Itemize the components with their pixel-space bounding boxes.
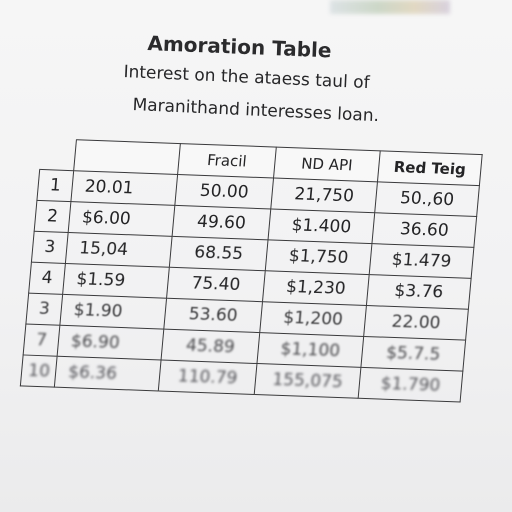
table-cell: 36.60 bbox=[371, 212, 477, 248]
row-number: 3 bbox=[31, 231, 69, 264]
table-cell: $1,200 bbox=[259, 301, 367, 337]
row-number: 4 bbox=[28, 262, 66, 295]
row-number: 10 bbox=[20, 354, 58, 388]
amortization-table: Fracil ND API Red Teig 1 20.01 50.00 21,… bbox=[20, 138, 483, 403]
row-number: 3 bbox=[25, 293, 63, 326]
document-subtitle: Interest on the ataess taul of bbox=[123, 62, 370, 94]
table-cell: 49.60 bbox=[172, 205, 271, 240]
table-cell: 53.60 bbox=[163, 298, 263, 333]
table-cell: $1,100 bbox=[256, 332, 364, 368]
table-cell: $1.400 bbox=[268, 208, 375, 244]
table-cell: $1.59 bbox=[62, 263, 170, 299]
table-cell: 68.55 bbox=[169, 236, 269, 271]
document-description: Maranithand interesses loan. bbox=[132, 95, 380, 127]
header-cell-3: ND API bbox=[273, 147, 381, 182]
table-cell: 20.01 bbox=[70, 170, 178, 206]
header-cell-index bbox=[39, 138, 77, 171]
table-cell: $6.90 bbox=[57, 325, 164, 361]
table-cell: $6.36 bbox=[54, 356, 162, 391]
row-number: 2 bbox=[34, 200, 71, 233]
document-title: Amoration Table bbox=[147, 31, 332, 63]
table-cell: 15,04 bbox=[65, 232, 173, 268]
table-cell: $3.76 bbox=[366, 274, 472, 310]
background-object bbox=[330, 0, 450, 14]
table-cell: $1.479 bbox=[369, 243, 474, 279]
table-cell: 75.40 bbox=[166, 267, 266, 302]
table-cell: $1.790 bbox=[358, 367, 463, 402]
row-number: 1 bbox=[36, 169, 74, 202]
table-cell: $6.00 bbox=[68, 201, 175, 237]
table-cell: 50.00 bbox=[174, 174, 274, 209]
header-cell-4: Red Teig bbox=[377, 150, 483, 186]
table-cell: 45.89 bbox=[161, 329, 260, 364]
row-number: 7 bbox=[23, 324, 60, 357]
header-cell-1 bbox=[73, 139, 181, 175]
table-cell: $1.90 bbox=[59, 294, 167, 330]
table-cell: 21,750 bbox=[270, 178, 378, 213]
table-cell: $1,230 bbox=[262, 270, 370, 306]
table-cell: 155,075 bbox=[254, 363, 361, 399]
table-cell: $5.7.5 bbox=[360, 336, 466, 372]
header-cell-2: Fracil bbox=[177, 143, 277, 179]
table-cell: $1,750 bbox=[265, 239, 372, 275]
amortization-table-wrapper: Fracil ND API Red Teig 1 20.01 50.00 21,… bbox=[20, 138, 483, 403]
table-cell: 50.,60 bbox=[374, 181, 480, 217]
table-cell: 22.00 bbox=[363, 305, 469, 341]
table-cell: 110.79 bbox=[158, 360, 257, 395]
